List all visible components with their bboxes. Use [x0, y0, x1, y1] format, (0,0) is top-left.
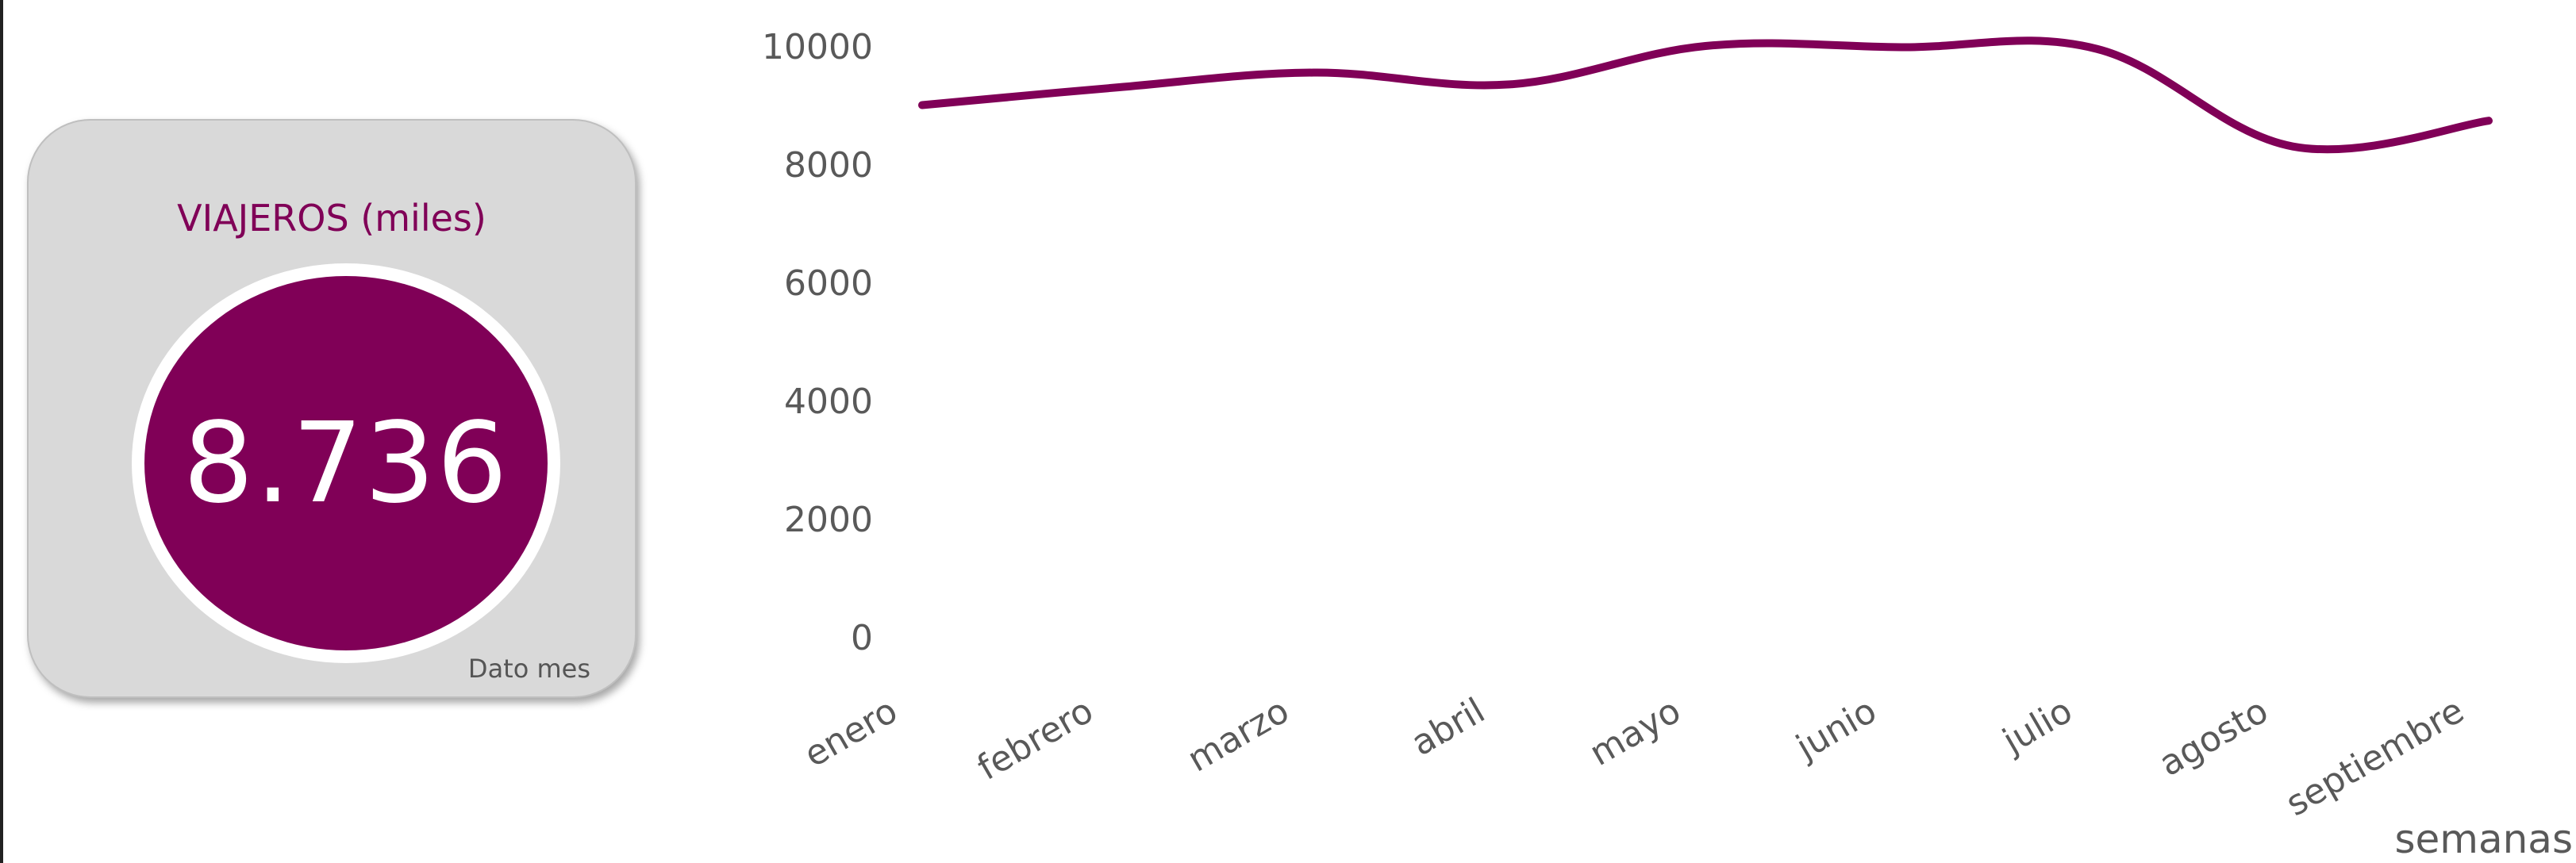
kpi-circle: 8.736: [144, 276, 548, 650]
data-point-marzo: [1310, 69, 1318, 77]
y-tick-label: 6000: [784, 263, 873, 304]
y-axis-ticks: 0 2000 4000 6000 8000 10000: [762, 27, 873, 658]
x-tick-label-septiembre: septiembre: [2279, 690, 2471, 824]
series-line-0: [918, 36, 2493, 154]
x-tick-label-abril: abril: [1405, 690, 1492, 764]
y-tick-label: 8000: [784, 145, 873, 186]
y-tick-label: 10000: [762, 27, 873, 67]
data-point-septiembre: [2485, 117, 2493, 125]
data-point-julio: [2093, 45, 2101, 53]
x-tick-label-agosto: agosto: [2152, 690, 2274, 784]
kpi-ring: 8.736: [132, 263, 560, 663]
x-tick-label-julio: julio: [1995, 690, 2079, 761]
data-point-abril: [1505, 80, 1513, 88]
x-axis-label: semanas: [2394, 816, 2573, 862]
data-point-agosto: [2289, 143, 2297, 151]
y-tick-label: 2000: [784, 500, 873, 540]
x-tick-label-mayo: mayo: [1583, 690, 1688, 774]
y-tick-label: 0: [851, 618, 873, 658]
kpi-value: 8.736: [183, 398, 509, 528]
data-point-mayo: [1701, 42, 1709, 50]
data-point-enero: [918, 102, 926, 109]
data-point-junio: [1897, 43, 1905, 51]
kpi-card: VIAJEROS (miles) 8.736 Dato mes: [27, 119, 636, 698]
x-tick-label-enero: enero: [798, 690, 905, 775]
x-axis-ticks: enero febrero marzo abril mayo junio julio agos…: [798, 690, 2471, 824]
kpi-title: VIAJEROS (miles): [177, 197, 486, 240]
left-frame-border: [0, 0, 3, 863]
y-tick-label: 4000: [784, 382, 873, 422]
series-group: [918, 36, 2493, 154]
x-tick-label-marzo: marzo: [1181, 690, 1296, 780]
x-tick-label-junio: junio: [1789, 690, 1883, 768]
kpi-footnote: Dato mes: [467, 654, 590, 684]
data-point-febrero: [1114, 83, 1122, 91]
x-tick-label-febrero: febrero: [971, 690, 1100, 788]
